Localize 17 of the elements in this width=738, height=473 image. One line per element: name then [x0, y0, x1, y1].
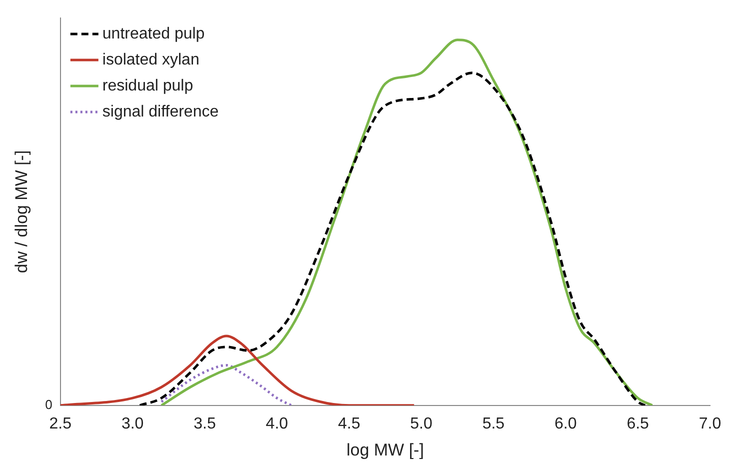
x-tick-label: 3.0 [121, 415, 144, 432]
legend-label: residual pulp [102, 77, 194, 94]
x-tick-label: 6.0 [554, 415, 577, 432]
legend-label: isolated xylan [102, 51, 200, 68]
x-tick-label: 2.5 [49, 415, 72, 432]
x-tick-label: 6.5 [626, 415, 650, 432]
x-tick-label: 4.5 [338, 415, 360, 432]
x-tick-label: 5.5 [482, 415, 505, 432]
legend-label: signal difference [102, 103, 219, 120]
x-axis-title: log MW [-] [346, 440, 424, 460]
x-tick-label: 3.5 [194, 415, 216, 432]
x-tick-label: 7.0 [698, 415, 722, 432]
y-axis-title: dw / dlog MW [-] [12, 150, 31, 274]
x-tick-label: 5.0 [410, 415, 433, 432]
x-tick-label: 4.0 [266, 415, 288, 432]
text: 0 [45, 396, 52, 412]
legend-label: untreated pulp [102, 25, 205, 42]
